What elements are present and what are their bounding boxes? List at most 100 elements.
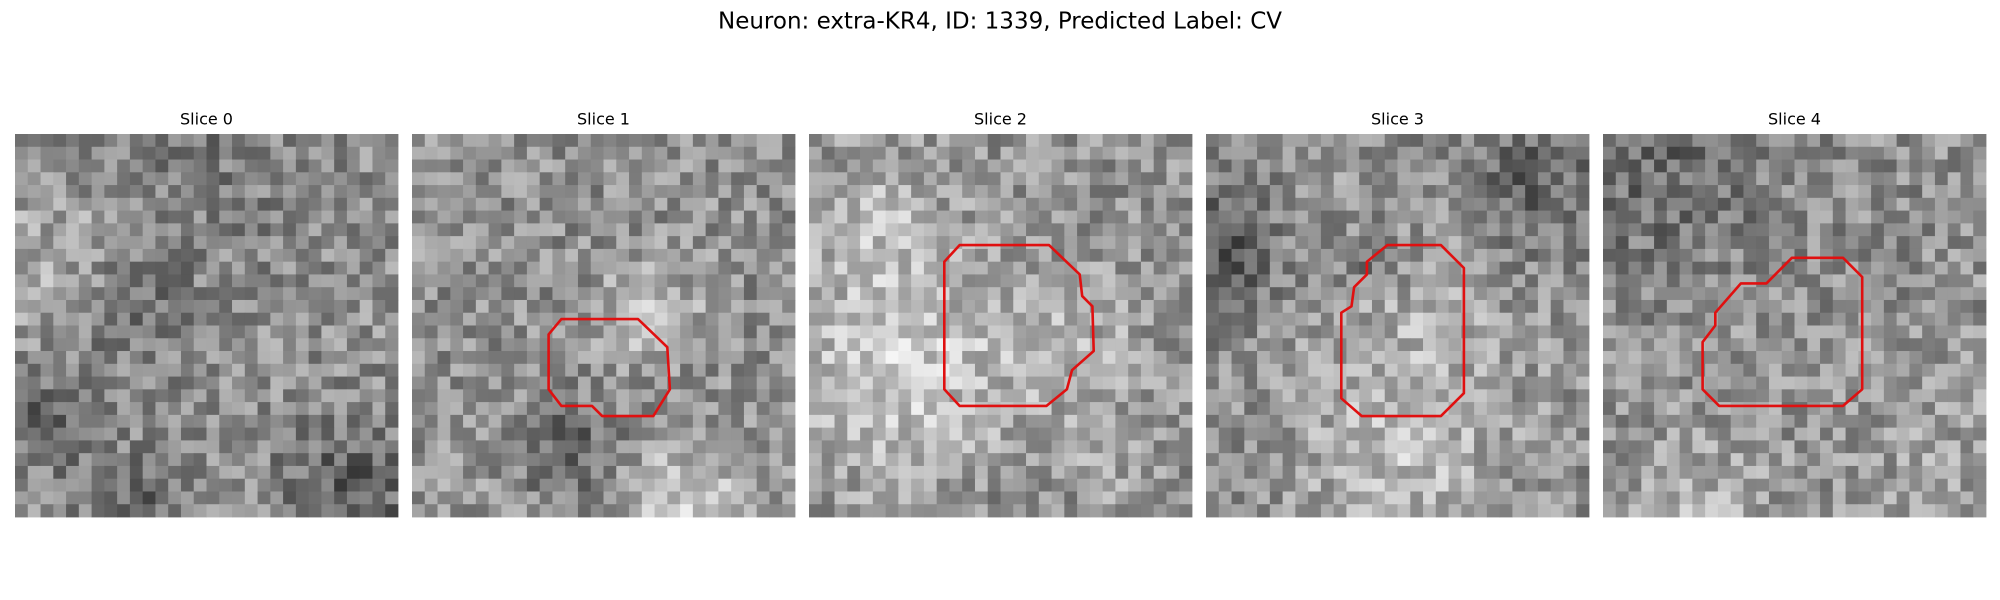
pixel xyxy=(424,236,438,250)
pixel xyxy=(629,146,643,160)
pixel xyxy=(1820,223,1834,237)
pixel xyxy=(1537,414,1552,429)
pixel xyxy=(680,363,694,377)
pixel xyxy=(1320,325,1335,339)
pixel xyxy=(27,172,41,186)
pixel xyxy=(654,427,668,441)
pixel xyxy=(860,261,874,275)
pixel xyxy=(1947,504,1961,518)
pixel xyxy=(308,363,322,377)
pixel xyxy=(1679,338,1693,352)
pixel xyxy=(1512,338,1526,352)
pixel xyxy=(193,376,207,390)
pixel xyxy=(1153,427,1167,441)
pixel xyxy=(295,248,310,263)
pixel xyxy=(1026,504,1040,518)
pixel xyxy=(552,146,566,160)
pixel xyxy=(129,338,144,352)
pixel xyxy=(1423,299,1437,314)
pixel xyxy=(641,223,655,237)
pixel xyxy=(346,312,361,326)
pixel xyxy=(1333,427,1347,441)
pixel xyxy=(104,248,118,263)
pixel xyxy=(911,299,925,314)
pixel xyxy=(1922,504,1936,518)
pixel xyxy=(1333,261,1347,275)
pixel xyxy=(1717,427,1732,441)
pixel xyxy=(1461,491,1475,505)
pixel xyxy=(974,248,989,263)
pixel xyxy=(629,223,643,237)
pixel xyxy=(590,376,604,390)
pixel xyxy=(1346,504,1360,518)
pixel xyxy=(219,376,233,390)
pixel xyxy=(1603,465,1617,480)
pixel xyxy=(1166,261,1180,275)
pixel xyxy=(1166,236,1180,250)
pixel xyxy=(667,287,681,301)
pixel xyxy=(1922,274,1936,288)
pixel xyxy=(718,351,732,365)
pixel xyxy=(1499,414,1513,429)
pixel xyxy=(1537,274,1552,288)
pixel xyxy=(450,185,464,199)
pixel xyxy=(1295,389,1309,403)
pixel xyxy=(809,299,823,314)
pixel xyxy=(1257,312,1271,326)
pixel xyxy=(193,338,207,352)
pixel xyxy=(1448,440,1462,454)
pixel xyxy=(1206,427,1220,441)
pixel xyxy=(680,491,694,505)
pixel xyxy=(1384,402,1398,416)
pixel xyxy=(27,223,41,237)
pixel xyxy=(219,414,233,429)
pixel xyxy=(731,363,745,377)
pixel xyxy=(974,159,989,173)
pixel xyxy=(1102,453,1116,467)
pixel xyxy=(962,159,976,173)
pixel xyxy=(1781,427,1795,441)
pixel xyxy=(40,363,54,377)
pixel xyxy=(1371,146,1386,160)
pixel xyxy=(1077,351,1091,365)
pixel xyxy=(283,236,297,250)
pixel xyxy=(692,312,707,326)
pixel xyxy=(1269,453,1283,467)
pixel xyxy=(1179,440,1193,454)
pixel xyxy=(66,389,80,403)
pixel xyxy=(1244,440,1258,454)
pixel xyxy=(1295,325,1309,339)
pixel xyxy=(372,440,386,454)
pixel xyxy=(1922,389,1936,403)
pixel xyxy=(1499,338,1513,352)
pixel xyxy=(206,312,220,326)
pixel xyxy=(731,172,745,186)
pixel xyxy=(1628,376,1642,390)
pixel xyxy=(475,453,489,467)
pixel xyxy=(1832,287,1846,301)
pixel xyxy=(1102,351,1116,365)
pixel xyxy=(860,465,874,480)
pixel xyxy=(1781,465,1795,480)
pixel xyxy=(346,363,361,377)
pixel xyxy=(1781,210,1795,224)
pixel xyxy=(1102,312,1116,326)
pixel xyxy=(1077,159,1091,173)
pixel xyxy=(1871,440,1885,454)
pixel xyxy=(270,504,284,518)
pixel xyxy=(219,363,233,377)
pixel xyxy=(1179,414,1193,429)
pixel xyxy=(987,491,1001,505)
pixel xyxy=(501,504,515,518)
pixel xyxy=(1000,185,1014,199)
pixel xyxy=(1960,236,1974,250)
pixel xyxy=(911,287,925,301)
pixel xyxy=(552,134,566,148)
pixel xyxy=(53,274,67,288)
pixel xyxy=(1692,427,1706,441)
pixel xyxy=(1448,159,1462,173)
pixel xyxy=(53,210,67,224)
pixel xyxy=(1397,491,1411,505)
pixel xyxy=(1705,338,1719,352)
pixel xyxy=(346,414,361,429)
